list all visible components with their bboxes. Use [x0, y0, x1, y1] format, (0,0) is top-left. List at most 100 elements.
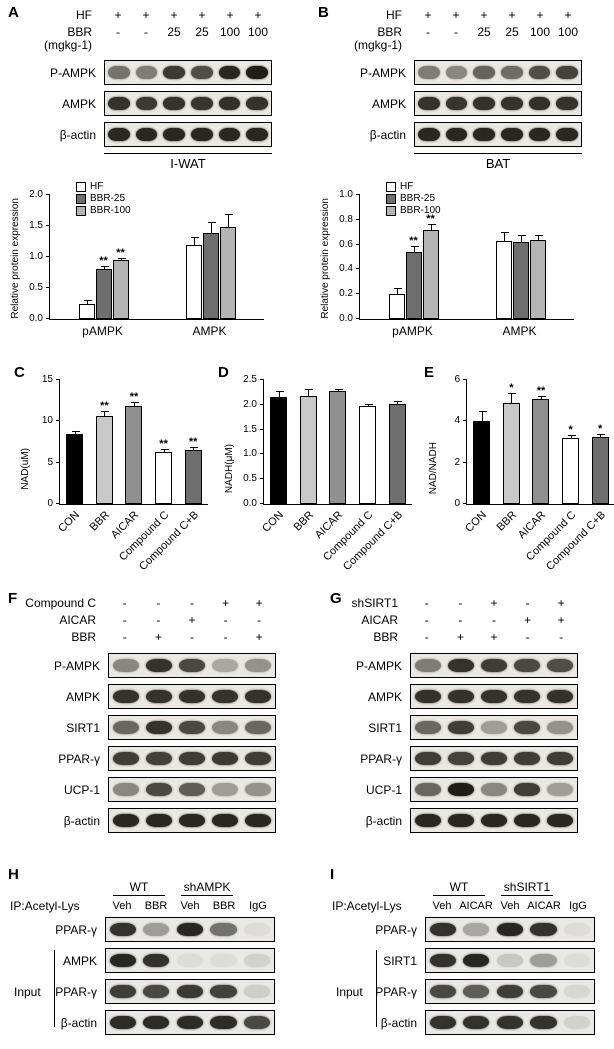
error-bar-cap — [275, 390, 284, 392]
blot-lane — [109, 685, 142, 708]
treatment-value: - — [424, 595, 429, 610]
protein-band — [547, 658, 574, 673]
blot-lane — [415, 123, 443, 146]
significance-marker: ** — [159, 438, 168, 451]
treatment-row: AICAR - - - + + — [330, 611, 614, 628]
protein-band — [218, 65, 241, 80]
panel-A-letter: A — [8, 4, 19, 21]
blot-lane — [444, 654, 477, 677]
bar-slot: ** — [149, 439, 179, 504]
error-bar-cap — [597, 434, 606, 436]
y-tick-mark — [260, 478, 264, 480]
y-tick-mark — [46, 225, 50, 226]
bar: ** — [125, 392, 143, 504]
treatment-values: - - - + + — [410, 613, 578, 627]
y-tick-mark — [56, 461, 60, 463]
protein-band — [547, 813, 574, 828]
blot-lane — [460, 1011, 494, 1034]
treatment-value: - — [458, 595, 463, 610]
treatment-value: 25 — [477, 24, 491, 39]
treatment-value: + — [524, 612, 532, 627]
y-tick-mark — [260, 403, 264, 405]
blot-lane — [553, 92, 581, 115]
plot-area: 0 2 4 6 * ** * * — [454, 374, 614, 509]
y-tick-label: 1.0 — [339, 189, 353, 200]
x-tick-labels: CON BBR AICAR Compound C Compound C+B — [57, 509, 207, 573]
blot-lane — [560, 980, 594, 1003]
protein-band — [109, 922, 136, 937]
panel-G: G shSIRT1 - - + - + AICAR - - - + + BBR - + + - - P-AMPK A… — [330, 590, 614, 839]
bar-slot: * — [497, 383, 527, 504]
treatment-value: - — [122, 629, 127, 644]
bar: ** — [532, 385, 550, 504]
blot-lane — [444, 685, 477, 708]
protein-band — [163, 96, 185, 111]
treatment-value: - — [458, 612, 463, 627]
protein-band — [514, 658, 541, 673]
panel-H: H WT shAMPK IP:Acetyl-Lys Veh BBR Veh BBR IgG… — [8, 866, 308, 1041]
legend-label: HF — [400, 181, 414, 192]
protein-band — [179, 720, 205, 735]
blot-image — [104, 91, 272, 116]
treatment-value: - — [116, 24, 120, 39]
treatment-value: + — [557, 595, 565, 610]
legend-swatch — [386, 181, 396, 192]
blot-label: P-AMPK — [49, 65, 96, 80]
blot-lane — [511, 685, 544, 708]
blot-lane — [415, 61, 443, 84]
blot-image — [108, 715, 276, 740]
treatment-value: 25 — [195, 24, 209, 39]
error-bar-cap — [83, 299, 92, 301]
treatment-value: - — [491, 612, 496, 627]
blot-row: AMPK — [8, 948, 308, 973]
protein-band — [547, 782, 574, 797]
treatment-row: BBR - + + - - — [330, 628, 614, 645]
blot-lane — [209, 747, 242, 770]
blot-lane — [133, 61, 161, 84]
protein-band — [481, 658, 507, 673]
blot-lane — [470, 61, 498, 84]
blot-lane — [160, 61, 188, 84]
protein-band — [447, 782, 474, 797]
blot-row: AMPK — [8, 91, 306, 116]
blot-lane — [511, 716, 544, 739]
protein-band — [143, 922, 170, 937]
y-tick-label: 0.4 — [339, 263, 353, 275]
blot-row: PPAR-γ — [330, 979, 614, 1004]
y-tick-label: 0.5 — [243, 473, 257, 485]
treatment-row: BBR - + - - + — [8, 628, 308, 645]
error-bar — [207, 222, 216, 235]
blot-image — [410, 808, 578, 833]
blot-lane — [209, 778, 242, 801]
protein-band — [496, 953, 524, 968]
protein-band — [212, 751, 239, 766]
panel-A-tissue-underline: I-WAT — [104, 153, 272, 171]
y-tick-mark — [356, 243, 360, 245]
legend-swatch — [386, 193, 396, 204]
panel-E-letter: E — [424, 364, 435, 381]
lane-label: Veh — [112, 900, 132, 912]
error-bar-cap — [427, 223, 436, 225]
protein-band — [429, 984, 456, 999]
blot-lane — [477, 654, 510, 677]
blot-lane — [527, 1011, 561, 1034]
bar: * — [502, 383, 520, 504]
treatment-values: - + - - + — [108, 630, 276, 644]
blot-lane — [216, 123, 244, 146]
blot-lane — [411, 654, 444, 677]
plot-area: 0.0 0.2 0.4 0.6 0.8 1.0 ** ** HF BBR-25 BBR-100 — [339, 181, 574, 324]
bar — [270, 390, 288, 504]
blot-lane — [526, 92, 554, 115]
blot-lane — [105, 123, 133, 146]
error-bar — [508, 393, 517, 404]
treatment-label: BBR — [377, 24, 402, 39]
treatment-row: (mgkg-1) — [8, 38, 306, 52]
treatment-label: Compound C — [25, 595, 96, 610]
protein-band — [145, 658, 172, 673]
blot-row: β-actin — [318, 122, 614, 147]
blot-image — [104, 60, 272, 85]
error-bar — [334, 389, 343, 393]
panel-I-input-blots: SIRT1 PPAR-γ β-actin — [330, 948, 614, 1035]
protein-band — [143, 953, 170, 968]
protein-band — [463, 953, 490, 968]
